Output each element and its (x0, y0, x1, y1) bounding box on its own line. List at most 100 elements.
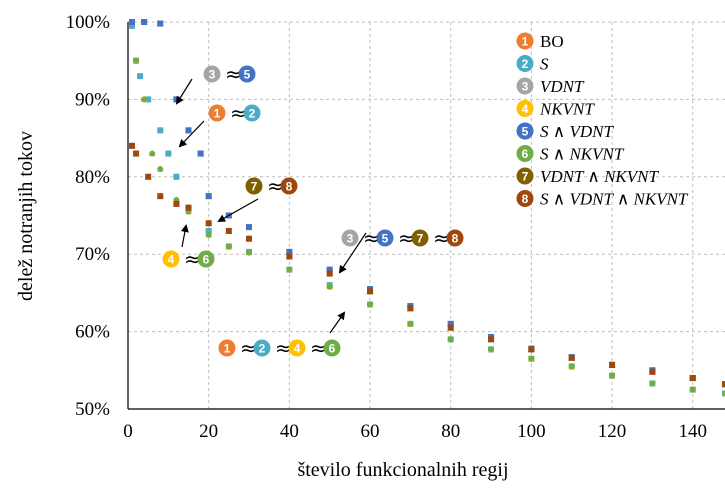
data-point (488, 346, 495, 353)
x-tick-label: 20 (199, 421, 218, 442)
legend-item: 8 S ∧ VDNT ∧ NKVNT (516, 190, 689, 209)
badge-number: 8 (452, 231, 459, 245)
series-8 (129, 142, 725, 388)
badge-circle (288, 339, 306, 357)
data-point (689, 386, 696, 393)
legend-label: VDNT (540, 77, 585, 96)
x-axis-title: število funkcionalnih regij (297, 459, 508, 481)
data-point (141, 96, 148, 103)
data-point (286, 266, 293, 273)
data-point (173, 200, 180, 207)
gridlines (128, 21, 725, 409)
approx-sign: ≈ (310, 336, 327, 360)
badge-number: 2 (522, 57, 529, 71)
data-point (286, 253, 293, 260)
data-point (137, 73, 144, 80)
data-point (326, 283, 333, 290)
data-point (145, 96, 152, 103)
data-point (133, 150, 140, 157)
legend-label: VDNT ∧ NKVNT (540, 167, 659, 186)
x-tick-label: 120 (598, 421, 627, 442)
badge-number: 4 (168, 252, 175, 266)
legend-label: BO (540, 32, 564, 51)
approx-sign: ≈ (225, 62, 242, 86)
badge-number: 3 (522, 79, 529, 93)
data-point (225, 243, 232, 250)
badge-circle (238, 65, 256, 83)
annotation-label: 7 ≈8 (217, 174, 298, 222)
x-tick-label: 100 (517, 421, 546, 442)
badge-circle (253, 339, 271, 357)
annotation-arrow (175, 78, 193, 105)
data-point (149, 150, 156, 157)
badge-number: 5 (382, 231, 389, 245)
annotation-arrow (178, 120, 205, 148)
badge-circle (446, 229, 464, 247)
data-point (609, 361, 616, 368)
annotation-arrow (180, 224, 189, 248)
annotation-label: 3 ≈5 (175, 62, 256, 105)
data-point (133, 57, 140, 64)
data-point (722, 390, 725, 397)
series-6 (133, 57, 725, 397)
x-tick-label: 140 (678, 421, 707, 442)
y-tick-label: 50% (75, 399, 110, 420)
data-point (141, 19, 148, 25)
annotation-label: 3 ≈5 ≈7 ≈8 (338, 226, 464, 274)
approx-sign: ≈ (184, 247, 201, 271)
badge-number: 3 (209, 67, 216, 81)
data-point (157, 193, 164, 200)
badge-number: 7 (251, 179, 258, 193)
annotations: 3 ≈51 ≈27 ≈84 ≈63 ≈5 ≈7 ≈81 ≈2 ≈4 ≈6 (162, 62, 464, 360)
annotation-label: 4 ≈6 (162, 224, 215, 271)
data-point (447, 324, 454, 331)
badge-circle (197, 250, 215, 268)
legend-item: 7 VDNT ∧ NKVNT (516, 167, 659, 186)
y-tick-label: 70% (75, 244, 110, 265)
legend-label: S ∧ VDNT (540, 122, 614, 141)
legend-item: 3 VDNT (516, 77, 585, 96)
badge-circle (516, 100, 534, 117)
data-point (185, 127, 192, 134)
badge-circle (516, 122, 534, 140)
badge-number: 5 (522, 124, 529, 138)
data-point (689, 375, 696, 382)
data-point (129, 22, 136, 29)
badge-circle (323, 339, 341, 357)
badge-circle (218, 339, 236, 357)
legend-item: 1 BO (516, 32, 564, 51)
data-point (326, 266, 333, 273)
badge-circle (516, 145, 534, 162)
badge-number: 1 (522, 34, 529, 48)
badge-number: 4 (294, 341, 301, 355)
data-point (447, 336, 454, 343)
badge-circle (208, 104, 226, 122)
data-point (367, 288, 374, 295)
data-point (246, 224, 253, 231)
data-point (326, 270, 333, 277)
data-point (145, 173, 152, 180)
badge-number: 6 (203, 252, 210, 266)
approx-sign: ≈ (275, 336, 292, 360)
x-tick-labels: 0 20 40 60 80 100 120 140 (123, 421, 707, 442)
y-tick-labels: 50% 60% 70% 80% 90% 100% (66, 12, 111, 420)
badge-circle (516, 77, 534, 95)
badge-number: 6 (522, 147, 529, 161)
data-point (246, 235, 253, 242)
data-point (157, 166, 164, 173)
x-tick-label: 80 (441, 421, 460, 442)
data-point (129, 142, 136, 149)
y-tick-label: 80% (75, 167, 110, 188)
badge-circle (341, 229, 359, 247)
legend-label: NKVNT (539, 100, 595, 119)
data-point (185, 204, 192, 211)
data-point (157, 20, 164, 27)
legend-item: 4 NKVNT (516, 100, 595, 119)
badge-number: 1 (224, 341, 231, 355)
approx-sign: ≈ (433, 226, 450, 250)
data-point (173, 173, 180, 180)
badge-circle (376, 229, 394, 247)
data-point (165, 150, 172, 157)
badge-number: 1 (214, 106, 221, 120)
